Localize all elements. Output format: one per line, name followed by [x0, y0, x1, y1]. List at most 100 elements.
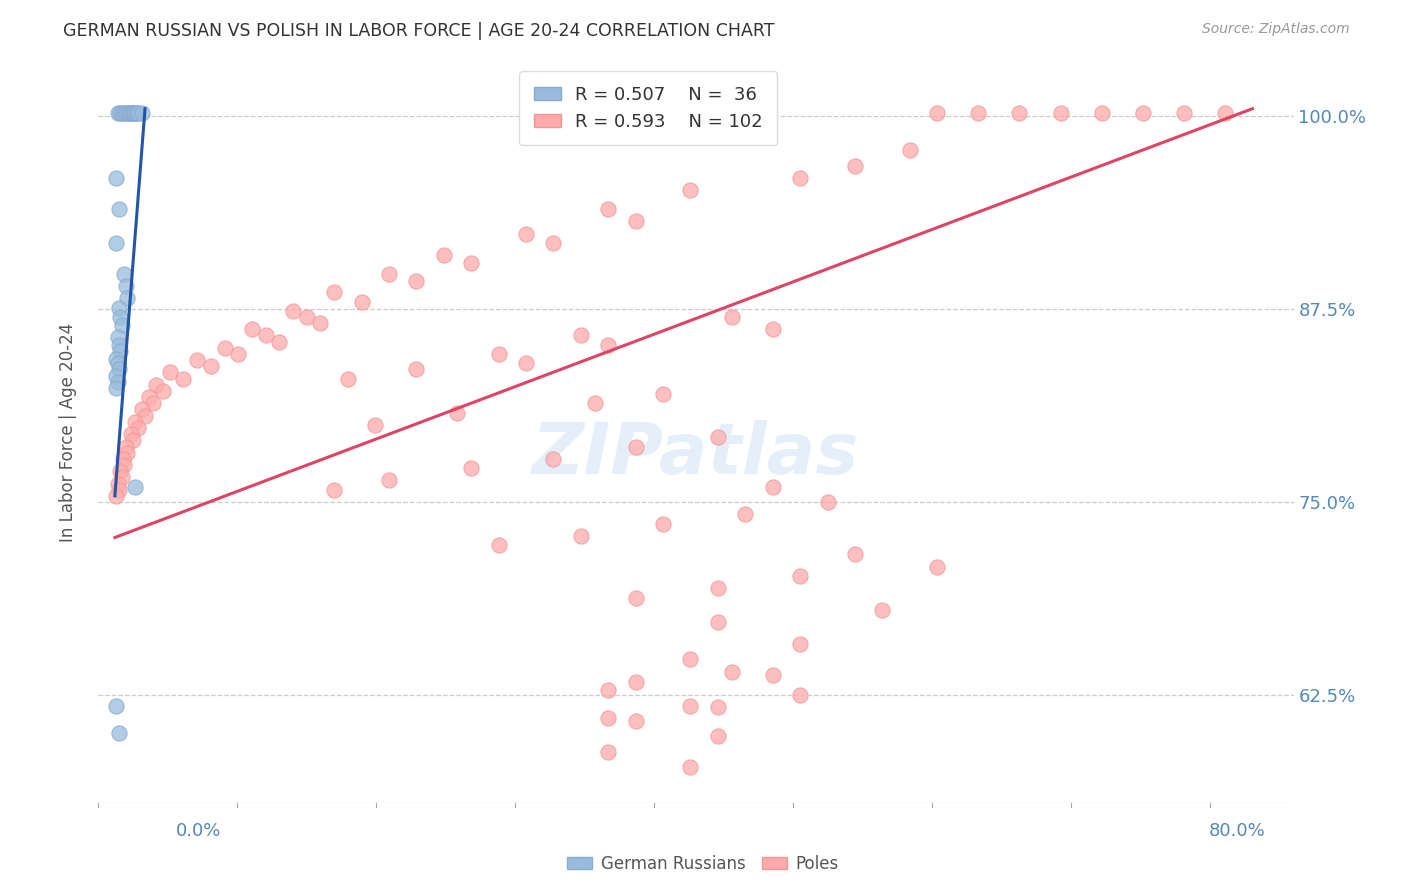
Point [124, 415, 146, 429]
Point [1173, 106, 1195, 120]
Point [967, 106, 990, 120]
Point [1049, 106, 1071, 120]
Point [323, 285, 346, 300]
Point [898, 144, 921, 158]
Point [679, 652, 702, 666]
Point [927, 106, 949, 120]
Point [446, 406, 468, 420]
Point [108, 337, 131, 351]
Point [152, 384, 174, 398]
Point [118, 106, 141, 120]
Point [515, 356, 537, 370]
Point [105, 381, 128, 395]
Point [927, 559, 949, 574]
Point [281, 303, 304, 318]
Point [142, 396, 165, 410]
Point [762, 480, 785, 494]
Point [569, 529, 592, 543]
Text: GERMAN RUSSIAN VS POLISH IN LABOR FORCE | AGE 20-24 CORRELATION CHART: GERMAN RUSSIAN VS POLISH IN LABOR FORCE … [63, 22, 775, 40]
Point [110, 310, 132, 324]
Point [323, 483, 346, 497]
Point [240, 322, 263, 336]
Point [1008, 106, 1031, 120]
Point [108, 726, 131, 740]
Point [1213, 106, 1236, 120]
Point [433, 248, 456, 262]
Point [107, 476, 129, 491]
Point [111, 106, 134, 120]
Point [124, 480, 146, 494]
Point [105, 351, 128, 366]
Point [844, 548, 866, 562]
Point [624, 675, 647, 690]
Point [114, 440, 136, 454]
Point [569, 328, 592, 343]
Point [120, 427, 142, 442]
Point [1132, 106, 1154, 120]
Point [111, 318, 134, 332]
Point [679, 184, 702, 198]
Point [115, 292, 138, 306]
Point [624, 714, 647, 728]
Point [720, 310, 742, 324]
Point [111, 470, 134, 484]
Point [679, 698, 702, 713]
Point [121, 106, 143, 120]
Point [844, 159, 866, 173]
Point [543, 451, 565, 466]
Text: Source: ZipAtlas.com: Source: ZipAtlas.com [1202, 22, 1350, 37]
Point [872, 603, 894, 617]
Point [460, 256, 482, 270]
Point [107, 356, 129, 370]
Point [105, 489, 128, 503]
Point [295, 310, 318, 324]
Point [652, 387, 675, 401]
Point [105, 698, 128, 713]
Point [583, 396, 606, 410]
Point [789, 569, 811, 583]
Point [114, 106, 136, 120]
Point [115, 106, 138, 120]
Point [110, 106, 132, 120]
Point [789, 171, 811, 186]
Point [598, 683, 620, 698]
Point [112, 451, 135, 466]
Point [131, 402, 153, 417]
Point [789, 688, 811, 702]
Point [114, 106, 136, 120]
Point [108, 301, 131, 315]
Point [110, 464, 132, 478]
Point [110, 343, 132, 358]
Point [124, 106, 146, 120]
Point [707, 615, 730, 630]
Point [707, 582, 730, 596]
Point [488, 538, 510, 552]
Point [364, 417, 387, 432]
Point [114, 279, 136, 293]
Point [108, 362, 131, 376]
Point [652, 516, 675, 531]
Point [679, 760, 702, 774]
Text: 80.0%: 80.0% [1209, 822, 1265, 840]
Legend: German Russians, Poles: German Russians, Poles [561, 848, 845, 880]
Point [159, 366, 181, 380]
Point [115, 445, 138, 459]
Point [122, 106, 145, 120]
Point [598, 337, 620, 351]
Point [624, 440, 647, 454]
Point [624, 591, 647, 605]
Point [269, 334, 291, 349]
Point [105, 171, 128, 186]
Point [145, 377, 167, 392]
Point [515, 227, 537, 241]
Point [138, 390, 160, 404]
Point [405, 362, 427, 376]
Point [488, 347, 510, 361]
Point [226, 347, 249, 361]
Point [107, 330, 129, 344]
Point [186, 353, 208, 368]
Point [105, 235, 128, 250]
Point [131, 106, 153, 120]
Point [114, 267, 136, 281]
Y-axis label: In Labor Force | Age 20-24: In Labor Force | Age 20-24 [59, 323, 77, 542]
